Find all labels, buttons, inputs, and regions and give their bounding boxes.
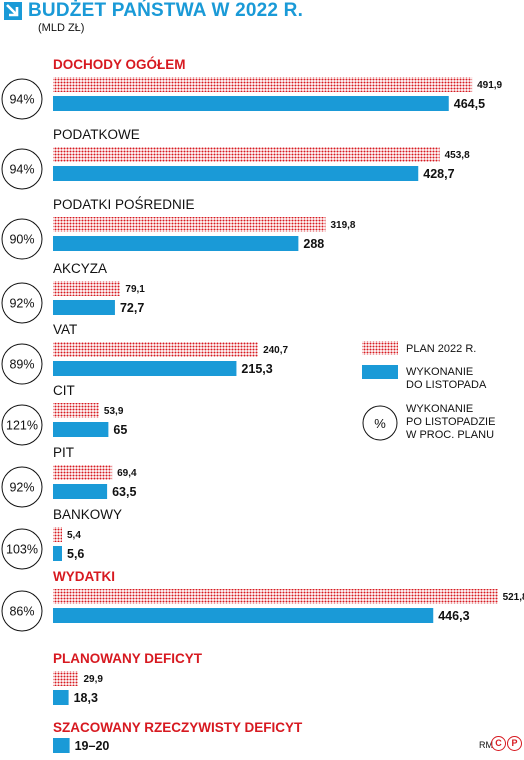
copyright-logo: C [491, 736, 506, 751]
plan-bar-cit [53, 403, 99, 418]
exec-bar-planowany-deficyt [53, 690, 69, 705]
legend-exec-swatch [362, 365, 398, 379]
group-label-pit: PIT [53, 445, 74, 460]
legend-exec-label-2: DO LISTOPADA [406, 379, 487, 391]
exec-bar-bankowy [53, 546, 62, 561]
exec-value-planowany-deficyt: 18,3 [74, 691, 98, 705]
exec-value-akcyza: 72,7 [120, 301, 144, 315]
plan-bar-podatkowe [53, 147, 440, 162]
exec-value-pit: 63,5 [112, 485, 136, 499]
exec-bar-wydatki [53, 608, 434, 623]
percent-value-akcyza: 92% [9, 297, 34, 311]
plan-value-pit: 69,4 [117, 468, 137, 479]
plan-bar-akcyza [53, 281, 121, 296]
percent-circle-bankowy [1, 528, 43, 570]
percent-value-pit: 92% [9, 481, 34, 495]
plan-value-dochody-og-em: 491,9 [477, 80, 502, 91]
exec-value-szacowany-rzeczywisty-deficyt: 19–20 [75, 739, 110, 753]
group-label-vat: VAT [53, 322, 77, 337]
exec-value-cit: 65 [113, 423, 127, 437]
percent-value-cit: 121% [6, 419, 38, 433]
percent-circle-dochody-og-em [1, 78, 43, 120]
author-credit: RM [479, 740, 493, 750]
percent-circle-vat [1, 343, 43, 385]
legend-plan-swatch [362, 341, 398, 355]
exec-value-podatkowe: 428,7 [423, 167, 454, 181]
group-label-bankowy: BANKOWY [53, 507, 122, 522]
plan-value-podatki-po-rednie: 319,8 [330, 220, 355, 231]
percent-circle-pit [1, 466, 43, 508]
exec-value-podatki-po-rednie: 288 [303, 237, 324, 251]
exec-value-dochody-og-em: 464,5 [454, 97, 485, 111]
group-label-podatkowe: PODATKOWE [53, 127, 140, 142]
group-label-cit: CIT [53, 383, 75, 398]
group-label-wydatki: WYDATKI [53, 569, 115, 584]
group-label-podatki-po-rednie: PODATKI POŚREDNIE [53, 197, 195, 212]
exec-bar-podatki-po-rednie [53, 236, 299, 251]
plan-value-akcyza: 79,1 [125, 284, 145, 295]
legend-exec-label-1: WYKONANIE [406, 366, 473, 378]
percent-value-dochody-og-em: 94% [9, 93, 34, 107]
exec-bar-akcyza [53, 300, 115, 315]
exec-value-bankowy: 5,6 [67, 547, 84, 561]
exec-bar-podatkowe [53, 166, 419, 181]
legend-percent-circle [362, 405, 398, 441]
exec-value-wydatki: 446,3 [438, 609, 469, 623]
percent-circle-cit [1, 404, 43, 446]
legend-percent-symbol: % [374, 416, 386, 431]
plan-bar-planowany-deficyt [53, 671, 79, 686]
legend-percent-label-2: PO LISTOPADZIE [406, 416, 495, 428]
plan-value-planowany-deficyt: 29,9 [83, 674, 103, 685]
plan-bar-podatki-po-rednie [53, 217, 326, 232]
percent-value-bankowy: 103% [6, 543, 38, 557]
exec-bar-dochody-og-em [53, 96, 449, 111]
percent-circle-podatkowe [1, 148, 43, 190]
plan-bar-vat [53, 342, 259, 357]
group-label-akcyza: AKCYZA [53, 261, 107, 276]
exec-bar-szacowany-rzeczywisty-deficyt [53, 738, 70, 753]
percent-value-wydatki: 86% [9, 605, 34, 619]
exec-value-vat: 215,3 [241, 362, 272, 376]
group-label-planowany-deficyt: PLANOWANY DEFICYT [53, 651, 203, 666]
group-label-dochody-og-em: DOCHODY OGÓŁEM [53, 57, 186, 72]
plan-bar-pit [53, 465, 113, 480]
exec-bar-pit [53, 484, 108, 499]
plan-value-wydatki: 521,8 [503, 592, 524, 603]
plan-bar-dochody-og-em [53, 77, 473, 92]
plan-value-cit: 53,9 [104, 406, 124, 417]
plan-bar-wydatki [53, 589, 498, 604]
chart-subtitle: (MLD ZŁ) [38, 22, 85, 34]
exec-bar-cit [53, 422, 109, 437]
plan-value-bankowy: 5,4 [67, 530, 81, 541]
arrow-icon [4, 2, 22, 20]
exec-bar-vat [53, 361, 237, 376]
legend-percent-label-3: W PROC. PLANU [406, 429, 494, 441]
legend-plan-label: PLAN 2022 R. [406, 343, 476, 355]
plan-bar-bankowy [53, 527, 62, 542]
percent-value-podatkowe: 94% [9, 163, 34, 177]
percent-value-vat: 89% [9, 358, 34, 372]
plan-value-podatkowe: 453,8 [445, 150, 470, 161]
chart-title: BUDŻET PAŃSTWA W 2022 R. [28, 0, 304, 21]
group-label-szacowany-rzeczywisty-deficyt: SZACOWANY RZECZYWISTY DEFICYT [53, 720, 303, 735]
percent-value-podatki-po-rednie: 90% [9, 233, 34, 247]
percent-circle-akcyza [1, 282, 43, 324]
plan-value-vat: 240,7 [263, 345, 288, 356]
pap-logo: P [507, 736, 522, 751]
legend-percent-label-1: WYKONANIE [406, 403, 473, 415]
percent-circle-podatki-po-rednie [1, 218, 43, 260]
percent-circle-wydatki [1, 590, 43, 632]
